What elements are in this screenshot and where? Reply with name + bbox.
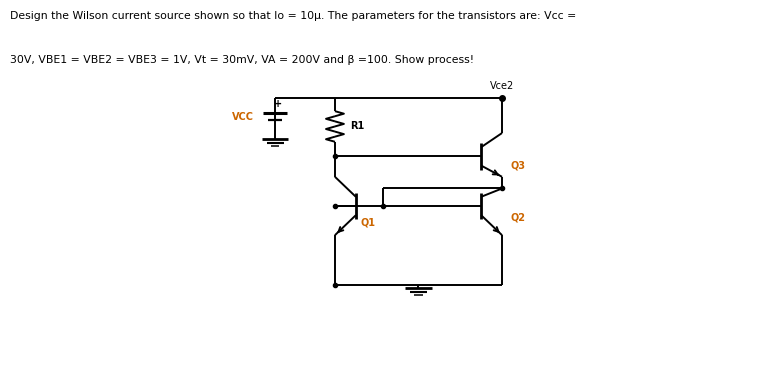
Text: +: + <box>274 99 283 109</box>
Text: Q3: Q3 <box>511 160 526 170</box>
Text: 30V, VBE1 = VBE2 = VBE3 = 1V, Vt = 30mV, VA = 200V and β =100. Show process!: 30V, VBE1 = VBE2 = VBE3 = 1V, Vt = 30mV,… <box>10 55 474 65</box>
Text: Design the Wilson current source shown so that Io = 10μ. The parameters for the : Design the Wilson current source shown s… <box>10 11 576 21</box>
Text: VCC: VCC <box>233 112 254 122</box>
Text: Q1: Q1 <box>360 217 375 227</box>
Text: R1: R1 <box>350 121 364 132</box>
Text: Vce2: Vce2 <box>490 81 514 91</box>
Text: Q2: Q2 <box>511 213 526 222</box>
